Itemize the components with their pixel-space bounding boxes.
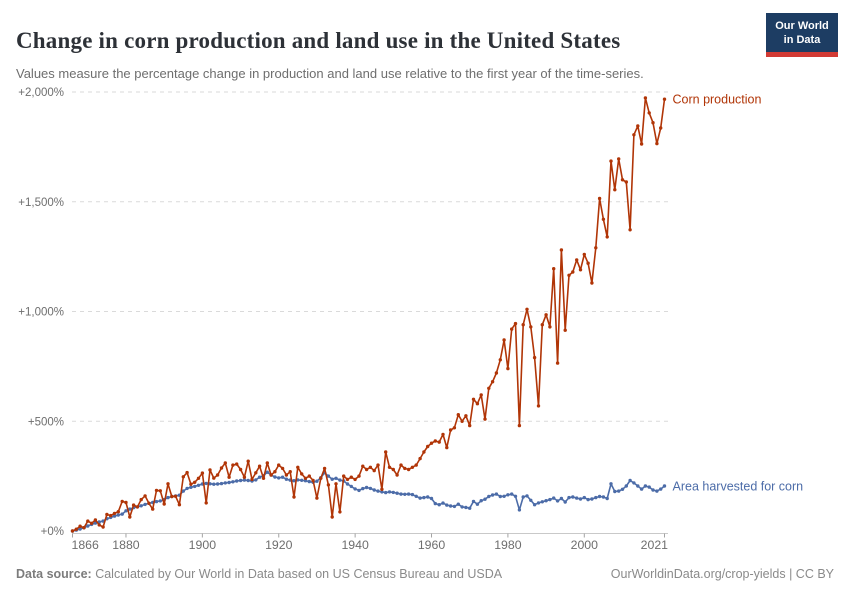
svg-text:+1,000%: +1,000% [18,307,64,319]
corn-production-series[interactable] [70,96,667,533]
svg-text:1980: 1980 [494,538,522,552]
page-title: Change in corn production and land use i… [16,28,621,54]
svg-text:+500%: +500% [28,416,64,428]
data-source-note: Data source: Calculated by Our World in … [16,567,502,581]
chart-subtitle: Values measure the percentage change in … [16,66,644,81]
svg-text:2000: 2000 [571,538,599,552]
area-harvested-for-corn-label[interactable]: Area harvested for corn [673,480,804,494]
owid-logo-line1: Our World [775,20,829,32]
x-axis-labels: 1866 1880 1900 1920 1940 1960 1980 2000 2021 [72,538,669,552]
y-gridlines [72,91,668,422]
svg-text:1960: 1960 [418,538,446,552]
svg-text:1866: 1866 [72,538,100,552]
corn-production-label[interactable]: Corn production [673,93,762,107]
svg-text:+1,500%: +1,500% [18,197,64,209]
svg-text:1900: 1900 [189,538,217,552]
svg-text:1940: 1940 [341,538,369,552]
svg-text:+2,000%: +2,000% [18,87,64,99]
y-axis-labels: +0% +500% +1,000% +1,500% +2,000% [18,87,64,538]
svg-text:1880: 1880 [112,538,140,552]
data-source-label: Data source: [16,567,92,581]
area-harvested-for-corn-series[interactable] [70,470,667,533]
x-axis [72,533,668,538]
svg-text:+0%: +0% [41,526,64,538]
owid-logo[interactable]: Our World in Data [766,13,838,57]
owid-logo-line2: in Data [783,34,821,47]
data-source-text: Calculated by Our World in Data based on… [91,567,503,581]
owid-link[interactable]: OurWorldinData.org/crop-yields | CC BY [610,567,834,581]
svg-text:2021: 2021 [641,538,669,552]
svg-text:1920: 1920 [265,538,293,552]
series-end-labels[interactable]: Corn production Area harvested for corn [673,93,804,494]
